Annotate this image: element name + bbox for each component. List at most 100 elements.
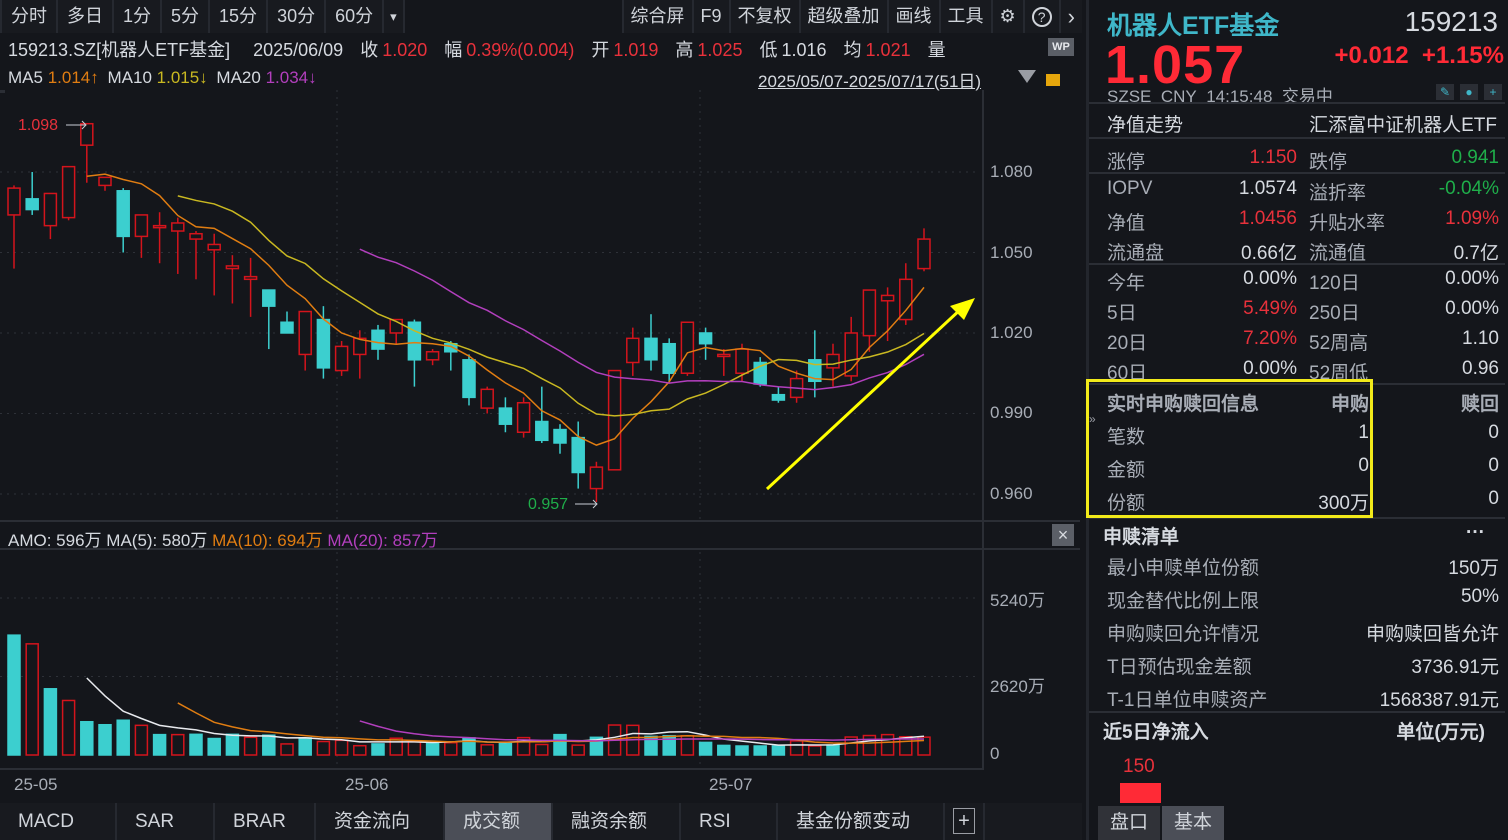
- add-indicator-button[interactable]: +: [945, 803, 985, 840]
- bell-icon[interactable]: ●: [1460, 84, 1478, 100]
- tab-basic[interactable]: 基本: [1162, 806, 1225, 840]
- stat-label: 跌停: [1309, 152, 1348, 173]
- price-axis: 1.080 1.050 1.020 0.990 0.960 5240万 2620…: [982, 90, 1082, 770]
- plus-icon: +: [953, 808, 975, 834]
- stat-value: 0.66亿: [1241, 243, 1297, 264]
- redeem-value: 0: [1488, 422, 1499, 443]
- no-adjust-button[interactable]: 不复权: [728, 0, 799, 33]
- stat-row: 净值 1.0456 升贴水率 1.09%: [1107, 208, 1499, 236]
- stat-row: 流通盘 0.66亿 流通值 0.7亿: [1107, 238, 1499, 266]
- svg-text:0.957: 0.957: [528, 496, 568, 513]
- netflow-header: 近5日净流入 单位(万元): [1103, 717, 1495, 745]
- stat-value: 0.941: [1451, 147, 1499, 168]
- indicator-tabs: MACD SAR BRAR 资金流向 成交额 融资余额 RSI 基金份额变动 +: [0, 803, 1082, 840]
- stat-label: 60日: [1107, 363, 1148, 384]
- fund-title: 机器人ETF基金: [1107, 12, 1280, 40]
- tab-macd[interactable]: MACD: [0, 803, 117, 840]
- list-title: 申赎清单: [1103, 527, 1180, 548]
- period-tabs: 分时 多日 1分 5分 15分 30分 60分 ▾: [0, 0, 405, 33]
- stat-label: 52周低: [1309, 363, 1369, 384]
- lock-icon[interactable]: [1046, 74, 1060, 86]
- redeem-value: 0: [1488, 488, 1499, 509]
- x-tick: 25-06: [345, 775, 389, 794]
- expand-icon[interactable]: »: [1089, 412, 1096, 426]
- pencil-icon[interactable]: ✎: [1436, 84, 1454, 100]
- realtime-row: 金额 0 0: [1107, 455, 1499, 483]
- date-range-selector[interactable]: 2025/05/07-2025/07/17(51日): [758, 72, 982, 91]
- stat-label: 净值: [1107, 213, 1146, 234]
- candlestick-chart[interactable]: 1.098 0.957: [0, 90, 980, 520]
- chevron-right-icon[interactable]: ›: [1058, 0, 1082, 33]
- tab-sar[interactable]: SAR: [117, 803, 215, 840]
- subscribe-value: 0: [1358, 455, 1369, 476]
- composite-screen-button[interactable]: 综合屏: [621, 0, 692, 33]
- close-value: 1.020: [382, 40, 428, 60]
- currency-label: CNY: [1160, 87, 1197, 106]
- range-dropdown-icon[interactable]: [1018, 70, 1036, 83]
- volume-chart[interactable]: [0, 552, 980, 768]
- more-icon[interactable]: ···: [1466, 522, 1485, 543]
- amo-ma20: MA(20): 857万: [327, 531, 438, 550]
- ma5-value: 1.014↑: [47, 68, 99, 87]
- tab-period-6[interactable]: 60分: [326, 0, 385, 33]
- tab-period-2[interactable]: 1分: [114, 0, 163, 33]
- amo-value: AMO: 596万: [8, 531, 102, 550]
- realtime-title: 实时申购赎回信息: [1107, 394, 1260, 415]
- tab-turnover[interactable]: 成交额: [445, 803, 553, 840]
- netflow-title: 近5日净流入: [1103, 722, 1209, 743]
- chart-toolbar: 综合屏 F9 不复权 超级叠加 画线 工具 ⚙ ? ›: [621, 0, 1082, 33]
- tab-fund-flow[interactable]: 资金流向: [316, 803, 445, 840]
- y-tick: 1.080: [990, 162, 1033, 181]
- plus-icon[interactable]: +: [1484, 84, 1502, 100]
- ma-line: MA5 1.014↑ MA10 1.015↓ MA20 1.034↓: [8, 68, 317, 88]
- y-tick: 0.990: [990, 403, 1033, 422]
- price-change: +0.012 +1.15%: [1335, 42, 1505, 70]
- gear-icon[interactable]: ⚙: [990, 0, 1023, 33]
- svg-text:1.098: 1.098: [18, 117, 58, 134]
- tab-period-3[interactable]: 5分: [162, 0, 211, 33]
- quote-actions: ✎ ● +: [1436, 84, 1502, 100]
- wp-badge[interactable]: WP: [1048, 38, 1074, 56]
- status-label: 交易中: [1281, 87, 1333, 106]
- tab-fund-shares[interactable]: 基金份额变动: [778, 803, 945, 840]
- stat-value: 0.96: [1462, 358, 1499, 379]
- tools-button[interactable]: 工具: [938, 0, 991, 33]
- tab-period-1[interactable]: 多日: [58, 0, 114, 33]
- tab-period-4[interactable]: 15分: [210, 0, 269, 33]
- stat-value: 1.09%: [1445, 208, 1499, 229]
- close-label: 收: [360, 40, 379, 60]
- tab-rsi[interactable]: RSI: [681, 803, 778, 840]
- tab-period-0[interactable]: 分时: [0, 0, 58, 33]
- stat-value: 5.49%: [1243, 298, 1297, 319]
- row-value: 申购赎回皆允许: [1365, 624, 1499, 645]
- realtime-header: 实时申购赎回信息 申购 赎回: [1107, 389, 1499, 417]
- row-label: 现金替代比例上限: [1107, 591, 1260, 612]
- fund-full-name: 汇添富中证机器人ETF: [1309, 115, 1497, 136]
- vol-y-tick: 5240万: [990, 591, 1045, 610]
- more-periods-icon[interactable]: ▾: [384, 0, 405, 33]
- close-indicator-icon[interactable]: ×: [1052, 524, 1074, 546]
- list-row: T-1日单位申赎资产 1568387.91元: [1107, 685, 1499, 713]
- help-icon[interactable]: ?: [1022, 0, 1059, 33]
- stat-label: 120日: [1309, 273, 1360, 294]
- stat-label: 20日: [1107, 333, 1148, 354]
- tab-brar[interactable]: BRAR: [215, 803, 316, 840]
- tab-period-5[interactable]: 30分: [268, 0, 327, 33]
- row-label: 最小申赎单位份额: [1107, 558, 1260, 579]
- f9-button[interactable]: F9: [691, 0, 729, 33]
- stat-label: 流通盘: [1107, 243, 1165, 264]
- subscribe-value: 300万: [1318, 493, 1369, 514]
- nav-trend-row[interactable]: 净值走势 汇添富中证机器人ETF: [1089, 102, 1505, 136]
- change-percent: +1.15%: [1421, 42, 1504, 69]
- amo-ma10: MA(10): 694万: [212, 531, 323, 550]
- stat-row: 涨停 1.150 跌停 0.941: [1107, 147, 1499, 175]
- exchange-label: SZSE: [1107, 87, 1152, 106]
- time-label: 14:15:48: [1206, 87, 1273, 106]
- tab-margin[interactable]: 融资余额: [553, 803, 681, 840]
- highlight-box: [1086, 379, 1373, 518]
- row-label: 笔数: [1107, 427, 1146, 448]
- draw-button[interactable]: 画线: [886, 0, 939, 33]
- tab-orderbook[interactable]: 盘口: [1098, 806, 1161, 840]
- overlay-button[interactable]: 超级叠加: [798, 0, 887, 33]
- stat-value: 0.7亿: [1453, 243, 1499, 264]
